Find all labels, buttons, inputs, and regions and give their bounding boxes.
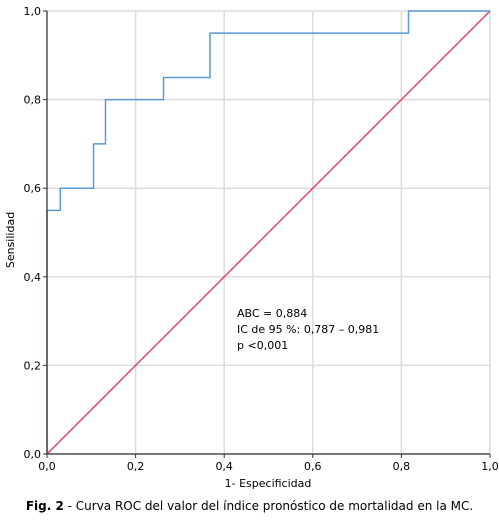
axes <box>43 10 491 458</box>
x-tick-label: 1,0 <box>481 460 499 473</box>
x-tick-label: 0,8 <box>393 460 411 473</box>
roc-chart: 0,0 0,2 0,4 0,6 0,8 1,0 0,0 0,2 0,4 0,6 0,8 1,0 1- … <box>4 5 499 490</box>
annotation-ic: IC de 95 %: 0,787 – 0,981 <box>237 323 379 336</box>
grid <box>46 10 491 455</box>
y-tick-label: 0,8 <box>24 94 42 107</box>
tick-labels: 0,0 0,2 0,4 0,6 0,8 1,0 0,0 0,2 0,4 0,6 0,8 1,0 <box>24 5 499 473</box>
reference-diagonal-line <box>46 10 491 455</box>
y-axis-label: Sensilidad <box>4 212 17 268</box>
x-tick-label: 0,6 <box>304 460 322 473</box>
x-tick-label: 0,2 <box>127 460 145 473</box>
y-tick-label: 0,6 <box>24 182 42 195</box>
roc-curve-line <box>46 10 490 454</box>
y-tick-label: 1,0 <box>24 5 42 18</box>
annotation-p: p <0,001 <box>237 339 288 352</box>
figure-caption: Fig. 2 - Curva ROC del valor del índice … <box>0 499 499 513</box>
figure-caption-text: - Curva ROC del valor del índice pronóst… <box>63 499 474 513</box>
y-tick-label: 0,0 <box>24 448 42 461</box>
y-tick-label: 0,4 <box>24 271 42 284</box>
x-axis-label: 1- Especificidad <box>225 477 312 490</box>
figure-caption-label: Fig. 2 <box>25 499 64 513</box>
x-tick-label: 0,4 <box>215 460 233 473</box>
series-group <box>46 10 491 455</box>
annotation-abc: ABC = 0,884 <box>237 307 307 320</box>
x-tick-label: 0,0 <box>38 460 56 473</box>
y-tick-label: 0,2 <box>24 359 42 372</box>
